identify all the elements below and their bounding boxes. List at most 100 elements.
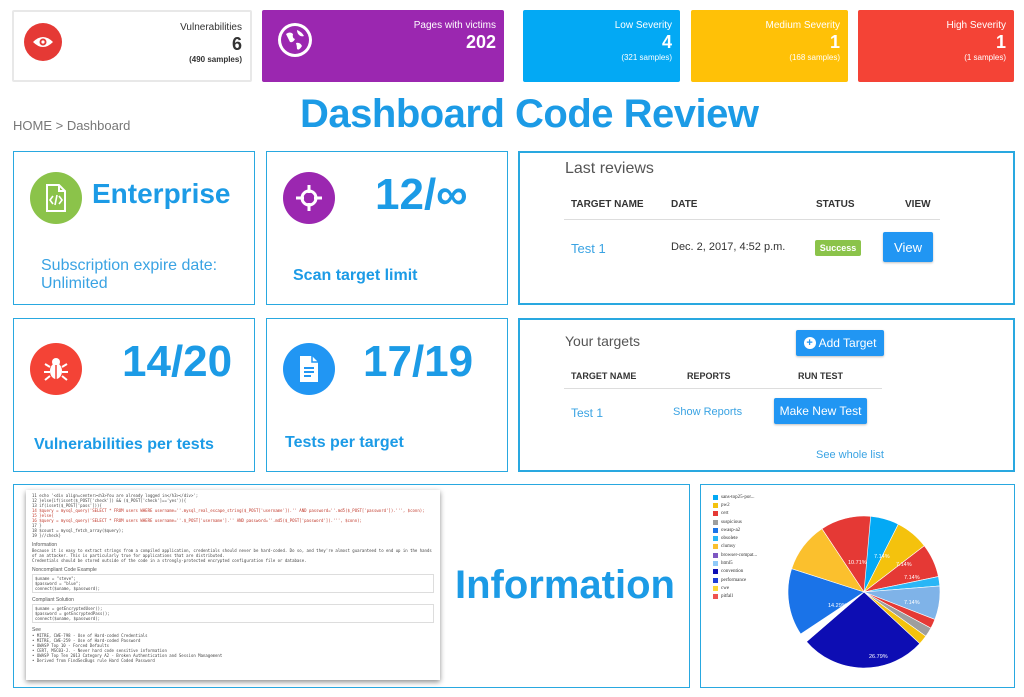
tests-label: Tests per target: [285, 434, 404, 451]
code-line: connect($uname, $password);: [35, 586, 101, 591]
pie-slice[interactable]: [821, 515, 871, 593]
info-heading: Information: [32, 542, 58, 548]
stat-samples: (168 samples): [789, 53, 840, 62]
stat-value: 1: [829, 32, 840, 52]
code-line: $uname = getEncryptedUser();: [35, 606, 103, 611]
legend-item: cwe: [713, 584, 757, 592]
legend-swatch: [713, 494, 718, 500]
last-reviews-heading: Last reviews: [565, 160, 654, 177]
stat-samples: (1 samples): [964, 53, 1006, 62]
stat-medium-severity: Medium Severity 1 (168 samples): [691, 10, 848, 82]
code-line: $uname = "steve";: [35, 576, 76, 581]
slice-label: 7.14%: [904, 575, 920, 581]
legend-swatch: [713, 527, 718, 533]
add-target-button[interactable]: + Add Target: [796, 330, 884, 356]
view-review-button[interactable]: View: [883, 232, 933, 262]
vulnerabilities-card: 14/20 Vulnerabilities per tests: [13, 318, 255, 472]
legend-item: pw2: [713, 501, 757, 509]
see-list-item[interactable]: • Derived from FindSecBugs rule Hard Cod…: [32, 658, 155, 663]
see-list-item[interactable]: • MITRE, CWE-798 - Use of Hard-coded Cre…: [32, 633, 148, 638]
legend-swatch: [713, 577, 718, 583]
target-name-link[interactable]: Test 1: [571, 406, 604, 420]
slice-label: 10.71%: [848, 560, 867, 566]
code-line: 11 echo '<div align=center><h3>You are a…: [32, 493, 199, 498]
bug-icon: [30, 343, 82, 395]
code-line: 12 }else{if(isset($_POST['check']) && ($…: [32, 498, 187, 503]
stat-title: Vulnerabilities: [180, 22, 242, 33]
scan-target-label: Scan target limit: [293, 267, 418, 284]
legend-item: cert: [713, 510, 757, 518]
stat-value: 1: [995, 32, 1006, 52]
legend-item: performance: [713, 576, 757, 584]
stat-pages-with-victims: Pages with victims 202: [262, 10, 504, 82]
review-target-link[interactable]: Test 1: [571, 241, 606, 256]
slice-label: 7.14%: [874, 554, 890, 560]
legend-item: browser-compat...: [713, 551, 757, 559]
make-new-test-button[interactable]: Make New Test: [774, 398, 867, 424]
code-line: connect($uname, $password);: [35, 616, 101, 621]
pie-slice[interactable]: [806, 591, 921, 669]
code-line: 18 $count = mysql_fetch_array($query);: [32, 528, 124, 533]
column-header: REPORTS: [687, 371, 731, 381]
see-list-item[interactable]: • OWASP Top Ten 2013 Category A2 - Broke…: [32, 653, 223, 658]
pie-slice[interactable]: [787, 568, 865, 635]
see-list-item[interactable]: • MITRE, CWE-259 - Use of Hard-coded Pas…: [32, 638, 141, 643]
see-list: • MITRE, CWE-798 - Use of Hard-coded Cre…: [32, 633, 434, 663]
legend-swatch: [713, 561, 718, 567]
document-icon: [283, 343, 335, 395]
subscription-card: Enterprise Subscription expire date: Unl…: [13, 151, 255, 305]
info-text: Credentials should be stored outside of …: [32, 558, 307, 563]
stat-title: Pages with victims: [413, 20, 496, 31]
code-line: 16 $query = mysql_query('SELECT * FROM u…: [32, 518, 362, 523]
column-header: STATUS: [816, 199, 855, 210]
legend-swatch: [713, 536, 718, 542]
legend-item: sans-top25-por...: [713, 493, 757, 501]
stat-title: Medium Severity: [765, 20, 840, 31]
legend-label: performance: [721, 577, 747, 583]
compliant-heading: Compliant Solution: [32, 597, 74, 603]
legend-swatch: [713, 552, 718, 558]
code-file-icon: [30, 172, 82, 224]
legend-swatch: [713, 585, 718, 591]
code-review-screenshot: 11 echo '<div align=center><h3>You are a…: [26, 490, 440, 680]
code-line: 13 if(isset($_POST['pass'])){: [32, 503, 102, 508]
code-line: 17 }: [32, 523, 42, 528]
add-target-label: Add Target: [818, 336, 877, 350]
see-whole-list-link[interactable]: See whole list: [816, 449, 884, 461]
see-list-item[interactable]: • CERT, MSC03-J. - Never hard code sensi…: [32, 648, 167, 653]
legend-item: suspicious: [713, 518, 757, 526]
review-date: Dec. 2, 2017, 4:52 p.m.: [671, 241, 786, 253]
status-badge: Success: [815, 240, 861, 256]
noncompliant-code: $uname = "steve"; $password = "blue"; co…: [32, 574, 434, 593]
stat-low-severity: Low Severity 4 (321 samples): [523, 10, 680, 82]
legend-label: cert: [721, 511, 729, 517]
slice-label: 26.79%: [869, 654, 888, 660]
vulnerabilities-label: Vulnerabilities per tests: [34, 436, 214, 453]
code-line: 15 }else{: [32, 513, 54, 518]
plus-circle-icon: +: [803, 337, 816, 349]
compliant-code: $uname = getEncryptedUser(); $password =…: [32, 604, 434, 623]
see-heading: See: [32, 627, 41, 633]
legend-label: convention: [721, 569, 744, 575]
globe-icon: [278, 23, 312, 57]
show-reports-link[interactable]: Show Reports: [673, 406, 743, 418]
information-label: Information: [455, 563, 675, 607]
stat-title: High Severity: [946, 20, 1006, 31]
noncompliant-heading: Noncompliant Code Example: [32, 567, 97, 573]
last-reviews-panel: Last reviews TARGET NAME DATE STATUS VIE…: [518, 151, 1015, 305]
code-line: 19 }//check}: [32, 533, 61, 538]
see-list-item[interactable]: • OWASP Top 10 - Forced Defaults: [32, 643, 110, 648]
slice-label: 7.14%: [904, 600, 920, 606]
legend-swatch: [713, 502, 718, 508]
column-header: VIEW: [905, 199, 931, 210]
breadcrumb[interactable]: HOME > Dashboard: [13, 118, 131, 133]
legend-label: pitfall: [721, 594, 733, 600]
legend-item: obsolete: [713, 534, 757, 542]
legend-item: clumsy: [713, 543, 757, 551]
scan-target-card: 12/∞ Scan target limit: [266, 151, 508, 305]
chart-legend: sans-top25-por... pw2 cert suspicious owasp-…: [713, 493, 757, 601]
scan-target-value: 12/∞: [375, 170, 468, 219]
code-line: $password = getEncryptedPass();: [35, 611, 110, 616]
tests-card: 17/19 Tests per target: [266, 318, 508, 472]
target-crosshair-icon: [283, 172, 335, 224]
